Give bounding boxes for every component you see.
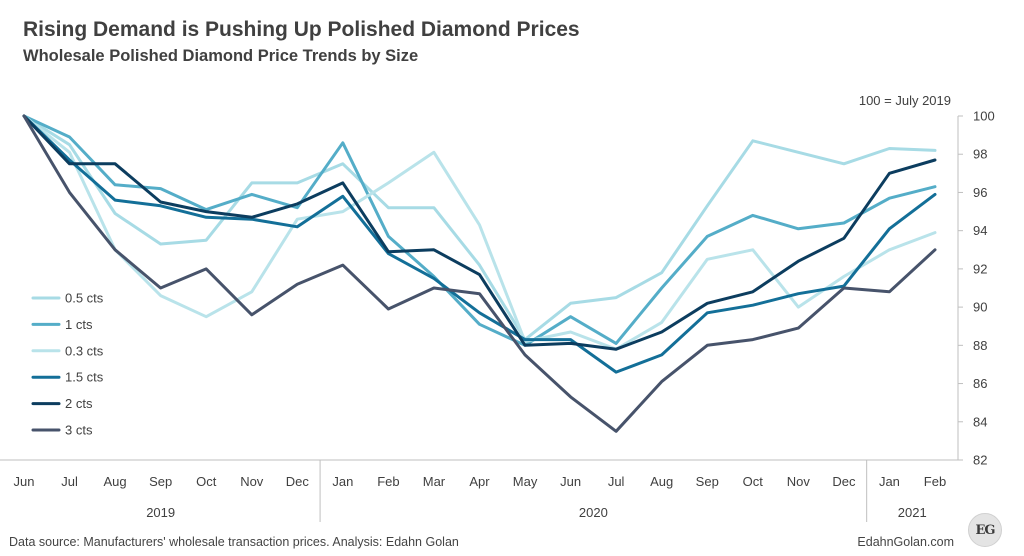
x-tick-label: Mar bbox=[423, 474, 446, 489]
chart-title: Rising Demand is Pushing Up Polished Dia… bbox=[23, 18, 580, 41]
y-tick-label: 94 bbox=[973, 223, 987, 238]
series-line bbox=[22, 114, 937, 347]
series-lines bbox=[22, 114, 937, 433]
y-tick-label: 100 bbox=[973, 109, 995, 124]
line-chart: 100 = July 2019 82 84 86 88 90 92 94 96 98 100 Ju… bbox=[0, 93, 995, 522]
legend-label: 0.3 cts bbox=[65, 343, 104, 358]
x-tick-label: Apr bbox=[469, 474, 490, 489]
y-tick-label: 90 bbox=[973, 300, 987, 315]
x-tick-label: Dec bbox=[286, 474, 310, 489]
year-label: 2019 bbox=[146, 505, 175, 520]
y-tick-label: 92 bbox=[973, 261, 987, 276]
chart-subtitle: Wholesale Polished Diamond Price Trends … bbox=[23, 47, 419, 65]
y-axis: 82 84 86 88 90 92 94 96 98 100 bbox=[957, 109, 995, 468]
y-tick-label: 88 bbox=[973, 338, 987, 353]
x-tick-label: Oct bbox=[196, 474, 217, 489]
legend-label: 2 cts bbox=[65, 396, 93, 411]
y-tick-label: 98 bbox=[973, 147, 987, 162]
index-note: 100 = July 2019 bbox=[859, 93, 951, 108]
series-line bbox=[22, 114, 937, 351]
x-tick-label: Feb bbox=[924, 474, 946, 489]
x-tick-label: Sep bbox=[696, 474, 719, 489]
series-line bbox=[22, 114, 937, 351]
x-tick-label: Sep bbox=[149, 474, 172, 489]
data-source-note: Data source: Manufacturers' wholesale tr… bbox=[9, 535, 459, 549]
x-tick-label: Jul bbox=[61, 474, 78, 489]
x-tick-label: Jun bbox=[560, 474, 581, 489]
x-tick-label: Oct bbox=[743, 474, 764, 489]
legend-label: 1 cts bbox=[65, 317, 93, 332]
x-tick-label: Feb bbox=[377, 474, 399, 489]
year-label: 2020 bbox=[579, 505, 608, 520]
series-line bbox=[22, 114, 937, 374]
x-tick-label: Jun bbox=[14, 474, 35, 489]
y-tick-label: 86 bbox=[973, 376, 987, 391]
y-tick-label: 84 bbox=[973, 414, 987, 429]
x-tick-label: Nov bbox=[787, 474, 811, 489]
series-line bbox=[22, 114, 937, 433]
legend: 0.5 cts 1 cts 0.3 cts 1.5 cts 2 cts 3 cts bbox=[31, 291, 104, 438]
series-line bbox=[22, 114, 937, 342]
y-tick-label: 96 bbox=[973, 185, 987, 200]
x-tick-label: Jan bbox=[879, 474, 900, 489]
x-tick-label: Aug bbox=[650, 474, 673, 489]
eg-logo: EG bbox=[968, 513, 1002, 547]
x-tick-label: Dec bbox=[832, 474, 856, 489]
legend-label: 0.5 cts bbox=[65, 291, 104, 306]
y-tick-label: 82 bbox=[973, 453, 987, 468]
x-tick-label: May bbox=[513, 474, 538, 489]
site-link[interactable]: EdahnGolan.com bbox=[857, 535, 954, 549]
legend-label: 1.5 cts bbox=[65, 370, 104, 385]
x-tick-label: Jan bbox=[332, 474, 353, 489]
year-label: 2021 bbox=[898, 505, 927, 520]
legend-label: 3 cts bbox=[65, 423, 93, 438]
x-tick-label: Jul bbox=[608, 474, 625, 489]
x-tick-label: Aug bbox=[104, 474, 127, 489]
x-axis: Jun Jul Aug Sep Oct Nov Dec Jan Feb Mar Apr May Jun J… bbox=[0, 459, 958, 522]
logo-text: EG bbox=[975, 522, 995, 538]
x-tick-label: Nov bbox=[240, 474, 264, 489]
